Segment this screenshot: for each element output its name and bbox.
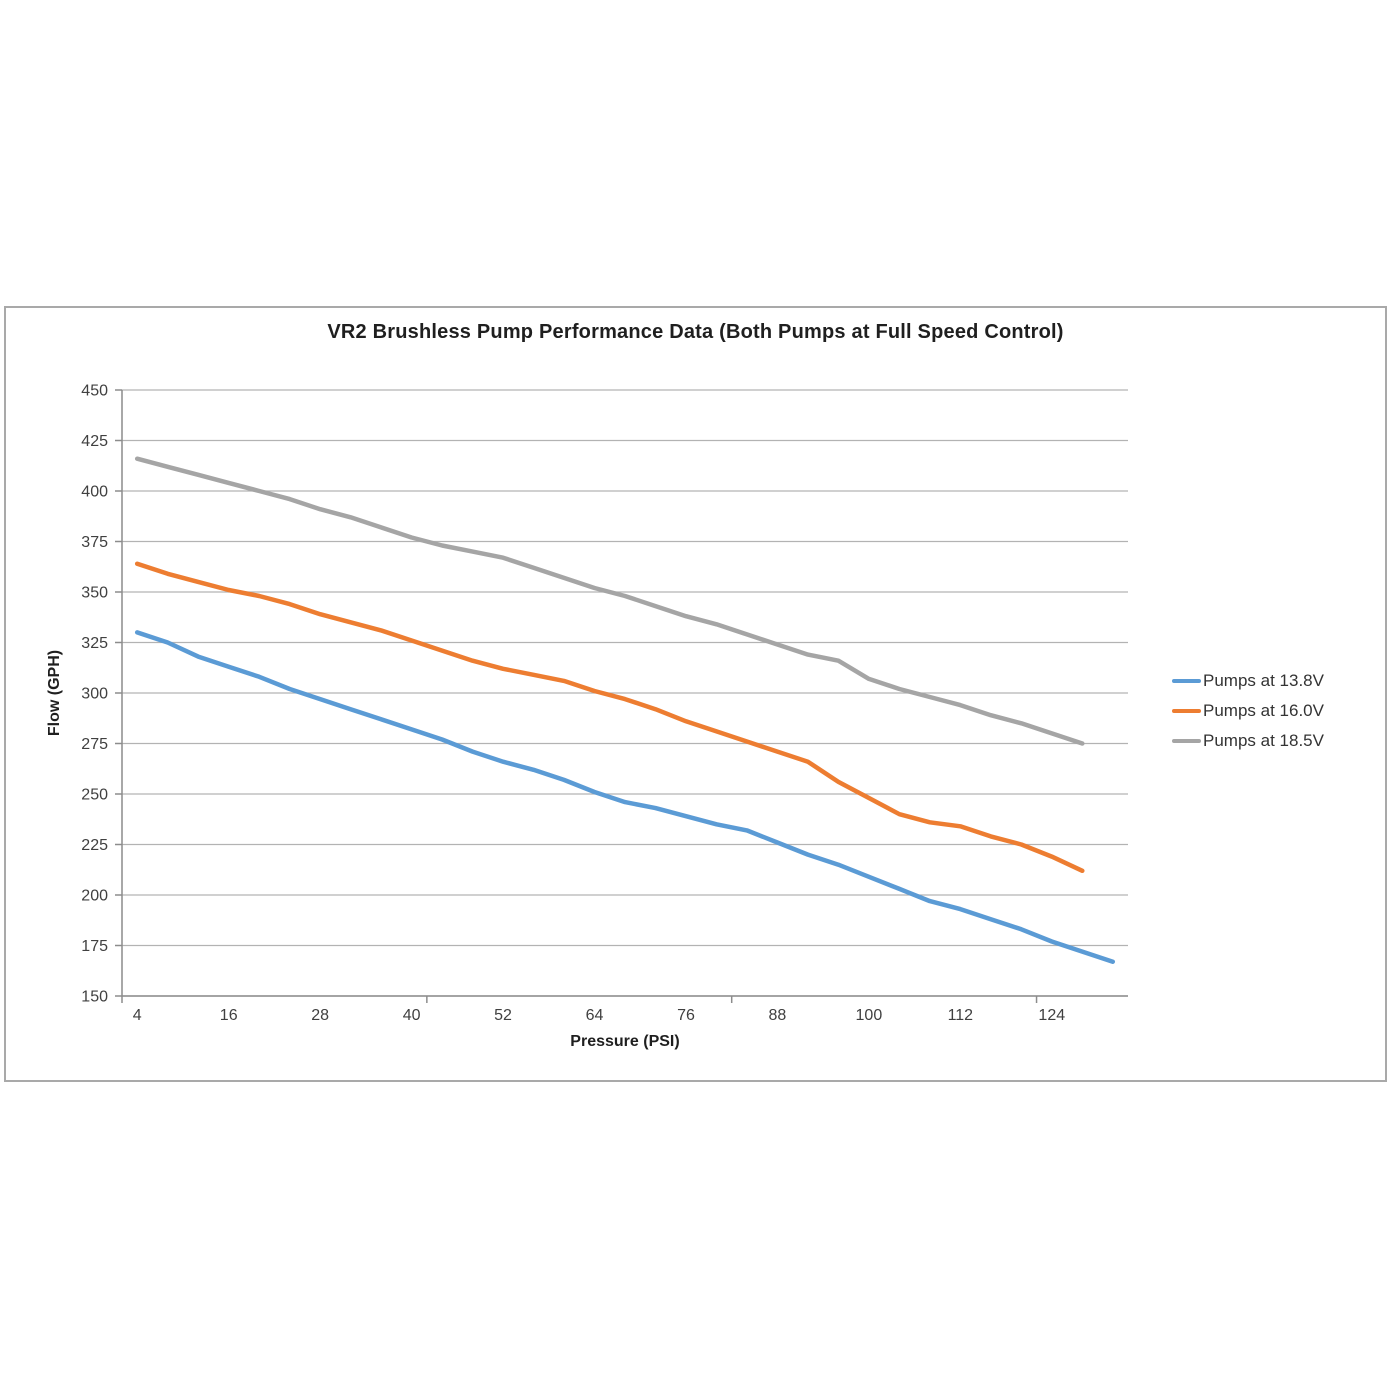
legend-label: Pumps at 16.0V bbox=[1203, 701, 1324, 720]
x-axis-title: Pressure (PSI) bbox=[570, 1033, 680, 1050]
legend-label: Pumps at 13.8V bbox=[1203, 671, 1324, 690]
legend-swatch-blue-line-icon bbox=[1172, 679, 1201, 683]
legend-item-pumps-16-0v: Pumps at 16.0V bbox=[1172, 696, 1324, 726]
y-axis-title: Flow (GPH) bbox=[46, 649, 63, 737]
chart-title: VR2 Brushless Pump Performance Data (Bot… bbox=[327, 321, 1064, 343]
legend-swatch-orange-line-icon bbox=[1172, 709, 1201, 713]
legend-swatch-gray-line-icon bbox=[1172, 739, 1201, 743]
legend-item-pumps-13-8v: Pumps at 13.8V bbox=[1172, 666, 1324, 696]
legend-label: Pumps at 18.5V bbox=[1203, 731, 1324, 750]
legend: Pumps at 13.8V Pumps at 16.0V Pumps at 1… bbox=[1172, 666, 1324, 756]
legend-item-pumps-18-5v: Pumps at 18.5V bbox=[1172, 726, 1324, 756]
